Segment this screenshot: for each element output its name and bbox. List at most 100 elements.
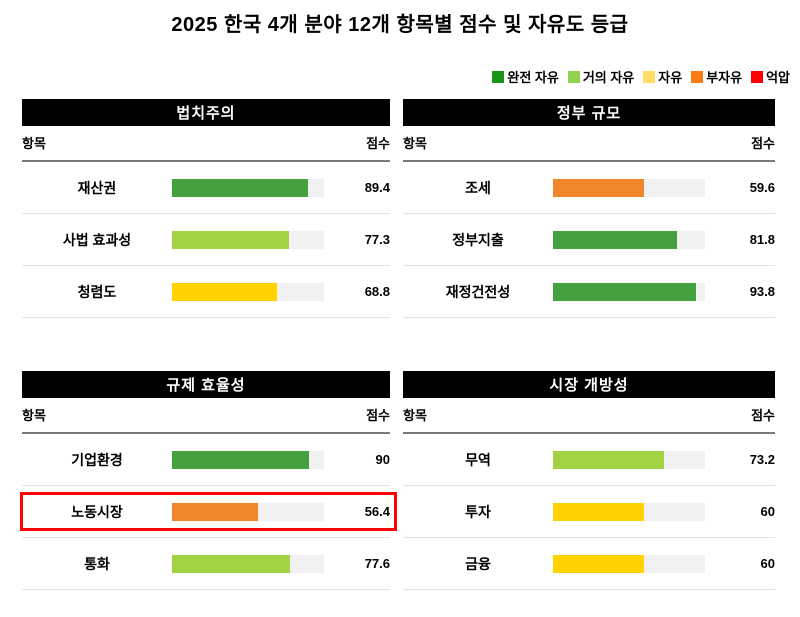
column-header-item: 항목 [22,408,46,423]
score-row: 금융 60 [403,538,775,590]
category-panel-title: 법치주의 [22,99,390,126]
column-header-item: 항목 [403,408,427,423]
score-value: 60 [760,504,775,519]
column-headers: 항목 점수 [22,126,390,162]
legend-color-swatch [691,70,704,83]
category-panel: 규제 효율성 항목 점수 기업환경 90 노동시장 56.4 통화 77.6 [20,371,397,590]
score-bar-track [172,230,324,249]
column-headers: 항목 점수 [403,126,775,162]
legend-item: 거의 자유 [567,67,635,86]
item-label: 투자 [465,503,491,520]
panel-rows: 재산권 89.4 사법 효과성 77.3 청렴도 68.8 [22,162,390,318]
score-bar-track [553,450,705,469]
score-bar-fill [553,450,665,469]
score-row: 무역 73.2 [403,434,775,486]
legend-color-swatch [567,70,580,83]
legend-item-label: 거의 자유 [582,70,635,85]
column-header-score: 점수 [751,408,775,423]
column-header-score: 점수 [366,136,390,151]
score-row: 투자 60 [403,486,775,538]
legend-color-swatch [492,70,505,83]
score-row: 노동시장 56.4 [20,486,397,538]
legend-item: 완전 자유 [492,67,559,86]
item-label: 재정건전성 [445,283,511,300]
page-title: 2025 한국 4개 분야 12개 항목별 점수 및 자유도 등급 [171,14,629,36]
score-bar-track [553,502,705,521]
score-value: 73.2 [749,452,775,467]
score-value: 56.4 [364,504,390,519]
score-bar-track [553,282,705,301]
column-headers: 항목 점수 [22,398,390,434]
item-label: 통화 [84,555,110,572]
score-bar-fill [172,502,258,521]
item-label: 무역 [465,451,491,468]
score-bar-track [553,230,705,249]
category-panel-title: 규제 효율성 [22,371,390,398]
item-label: 금융 [465,555,491,572]
score-value: 60 [760,556,775,571]
score-value: 59.6 [749,180,775,195]
score-bar-fill [172,178,308,197]
score-bar-fill [553,282,696,301]
score-row: 재정건전성 93.8 [403,266,775,318]
score-value: 90 [375,452,390,467]
score-value: 89.4 [364,180,390,195]
legend-color-swatch [751,70,764,83]
score-bar-fill [172,230,290,249]
category-panel: 시장 개방성 항목 점수 무역 73.2 투자 60 금융 60 [403,371,775,590]
score-bar-fill [172,450,309,469]
score-bar-track [553,178,705,197]
item-label: 재산권 [77,179,117,196]
score-bar-fill [172,282,277,301]
score-row: 통화 77.6 [22,538,390,590]
category-panel-title: 정부 규모 [403,99,775,126]
legend-item: 억압 [751,67,790,86]
score-row: 기업환경 90 [22,434,390,486]
score-value: 81.8 [749,232,775,247]
item-label: 정부지출 [452,231,504,248]
score-bar-fill [553,554,645,573]
score-value: 77.6 [364,556,390,571]
score-row: 정부지출 81.8 [403,214,775,266]
column-header-item: 항목 [403,136,427,151]
category-panel-title: 시장 개방성 [403,371,775,398]
score-value: 68.8 [364,284,390,299]
score-row: 재산권 89.4 [22,162,390,214]
legend-item-label: 억압 [766,70,790,85]
column-header-item: 항목 [22,136,46,151]
score-row: 청렴도 68.8 [22,266,390,318]
legend-item: 자유 [643,67,682,86]
category-panel: 정부 규모 항목 점수 조세 59.6 정부지출 81.8 재정건전성 93.8 [403,99,775,318]
column-header-score: 점수 [366,408,390,423]
item-label: 사법 효과성 [62,231,132,248]
score-bar-fill [553,178,644,197]
panel-rows: 조세 59.6 정부지출 81.8 재정건전성 93.8 [403,162,775,318]
legend-item: 부자유 [691,67,742,86]
column-header-score: 점수 [751,136,775,151]
score-row: 사법 효과성 77.3 [22,214,390,266]
score-bar-track [553,554,705,573]
column-headers: 항목 점수 [403,398,775,434]
score-bar-track [172,178,324,197]
item-label: 기업환경 [71,451,123,468]
score-row: 조세 59.6 [403,162,775,214]
legend-color-swatch [643,70,656,83]
score-bar-track [172,282,324,301]
panels-grid: 법치주의 항목 점수 재산권 89.4 사법 효과성 77.3 청렴도 68.8… [0,99,800,590]
score-bar-track [172,450,324,469]
panel-rows: 무역 73.2 투자 60 금융 60 [403,434,775,590]
legend-item-label: 부자유 [706,70,743,85]
freedom-grade-legend: 완전 자유 거의 자유 자유 부자유 억압 [0,67,790,86]
score-bar-fill [553,502,645,521]
legend-item-label: 완전 자유 [507,70,559,85]
item-label: 노동시장 [71,503,123,520]
category-panel: 법치주의 항목 점수 재산권 89.4 사법 효과성 77.3 청렴도 68.8 [22,99,390,318]
score-bar-track [172,554,324,573]
score-bar-fill [172,554,290,573]
panel-rows: 기업환경 90 노동시장 56.4 통화 77.6 [20,434,397,590]
item-label: 청렴도 [77,283,117,300]
score-bar-fill [553,230,678,249]
score-value: 93.8 [749,284,775,299]
score-value: 77.3 [364,232,390,247]
item-label: 조세 [465,179,491,196]
